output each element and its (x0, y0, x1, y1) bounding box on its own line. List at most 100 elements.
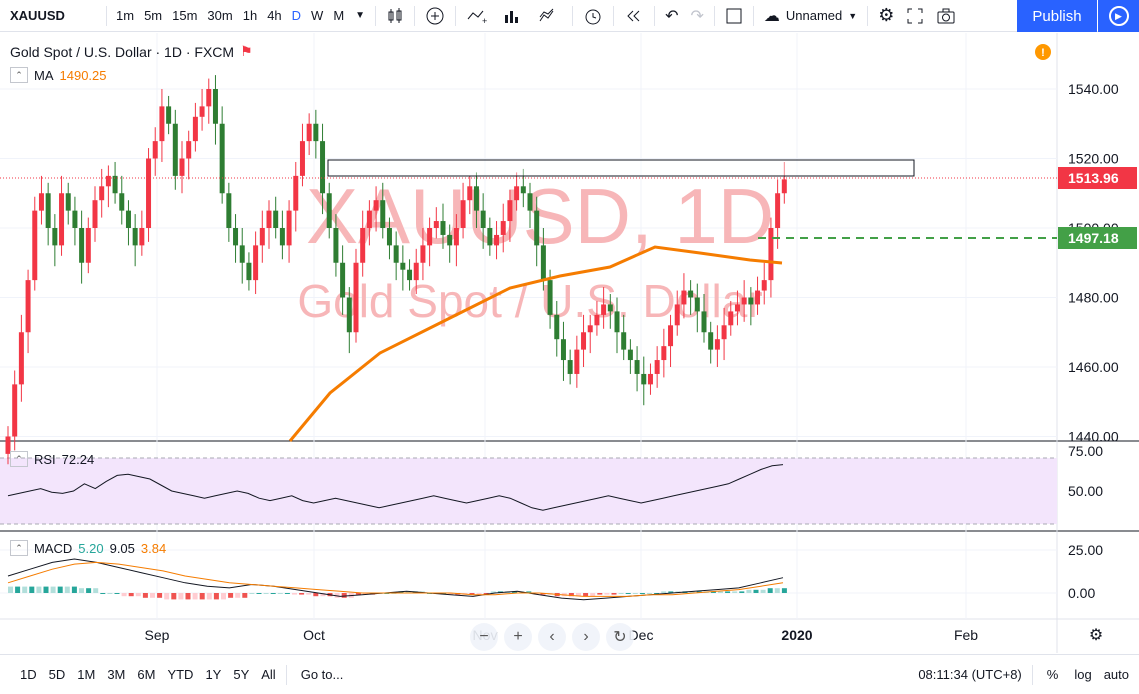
financials-icon[interactable] (496, 0, 532, 32)
candle-body (420, 245, 426, 263)
collapse-icon[interactable]: ⌃ (10, 67, 28, 83)
range-1d[interactable]: 1D (20, 667, 37, 682)
candle-body (540, 245, 546, 281)
collapse-icon[interactable]: ⌃ (10, 540, 28, 556)
candle-body (534, 210, 540, 246)
macd-histogram-bar (228, 593, 234, 598)
zoom-out-icon[interactable]: − (470, 623, 498, 651)
scroll-right-icon[interactable]: › (572, 623, 600, 651)
chart-area[interactable]: XAUUSD, 1D Gold Spot / U.S. Dollar 1540.… (0, 33, 1139, 653)
candle-body (634, 360, 640, 374)
range-1m[interactable]: 1M (77, 667, 96, 682)
candle-body (293, 175, 299, 211)
candle-body (587, 325, 593, 333)
range-5y[interactable]: 5Y (233, 667, 250, 682)
toolbar-divider (654, 5, 656, 26)
flag-icon[interactable]: ⚑ (240, 43, 253, 59)
interval-1h[interactable]: 1h (242, 8, 258, 23)
scroll-left-icon[interactable]: ‹ (538, 623, 566, 651)
interval-30m[interactable]: 30m (207, 8, 233, 23)
fullscreen-icon[interactable] (900, 0, 930, 32)
alert-clock-icon[interactable] (577, 0, 609, 32)
chart-navigation-controls: − + ‹ › ↻ (470, 623, 634, 651)
range-1y[interactable]: 1Y (205, 667, 222, 682)
macd-histogram-bar (107, 593, 113, 594)
candle-body (286, 210, 292, 246)
chart-title-legend[interactable]: Gold Spot / U.S. Dollar · 1D · FXCM ⚑ (10, 43, 253, 60)
range-ytd[interactable]: YTD (167, 667, 194, 682)
camera-icon[interactable] (930, 0, 962, 32)
compare-add-icon[interactable] (419, 0, 451, 32)
layout-menu-button[interactable]: ☁ Unnamed ▼ (758, 0, 863, 32)
candle-body (333, 228, 339, 263)
candle-body (594, 314, 600, 326)
settings-gear-icon[interactable]: ⚙ (878, 5, 895, 25)
publish-button[interactable]: Publish (1017, 0, 1097, 32)
candle-body (253, 245, 259, 281)
redo-icon[interactable]: ↷ (690, 7, 704, 25)
interval-5m[interactable]: 5m (144, 8, 163, 23)
candle-body (5, 436, 11, 454)
undo-icon[interactable]: ↶ (665, 7, 679, 25)
goto-button[interactable]: Go to... (300, 667, 344, 682)
alert-icon[interactable] (1035, 44, 1051, 60)
interval-4h[interactable]: 4h (267, 8, 282, 23)
collapse-icon[interactable]: ⌃ (10, 451, 28, 467)
chart-canvas[interactable]: XAUUSD, 1D Gold Spot / U.S. Dollar 1540.… (0, 33, 1139, 653)
macd-histogram-bar (710, 591, 716, 593)
horizontal-line-price-tag: 1497.18 (1058, 227, 1137, 249)
symbol-search-button[interactable]: XAUUSD (10, 8, 65, 23)
log-toggle[interactable]: log (1074, 667, 1092, 682)
publish-options-button[interactable]: ▶ (1098, 0, 1139, 32)
candle-body (721, 325, 727, 340)
interval-w[interactable]: W (311, 8, 324, 23)
time-axis[interactable]: SepOctNovDec2020Feb (145, 627, 979, 643)
candle-body (688, 290, 694, 298)
range-all[interactable]: All (261, 667, 276, 682)
candle-body (581, 332, 587, 350)
clock[interactable]: 08:11:34 (UTC+8) (918, 667, 1022, 682)
chevron-down-icon[interactable]: ▼ (355, 10, 366, 21)
interval-d[interactable]: D (291, 8, 302, 23)
macd-histogram-bar (242, 593, 248, 598)
candle-body (92, 200, 98, 228)
fullscreen-toggle-icon[interactable] (719, 0, 749, 32)
macd-histogram-bar (164, 593, 170, 600)
templates-icon[interactable] (532, 0, 568, 32)
candle-body (567, 360, 573, 374)
macd-legend[interactable]: ⌃ MACD 5.20 9.05 3.84 (10, 540, 166, 556)
gear-icon[interactable]: ⚙ (1089, 627, 1103, 644)
candle-body (775, 193, 781, 228)
indicators-icon[interactable]: + (460, 0, 496, 32)
macd-histogram-bar (405, 591, 411, 593)
candle-body (413, 262, 419, 281)
macd-histogram-bar (277, 593, 283, 594)
macd-histogram-bar (178, 593, 184, 600)
auto-toggle[interactable]: auto (1103, 667, 1129, 682)
rsi-legend-value: 72.24 (61, 451, 95, 467)
candles-icon[interactable] (380, 0, 410, 32)
interval-1m[interactable]: 1m (116, 8, 135, 23)
percent-toggle[interactable]: % (1046, 667, 1059, 682)
interval-15m[interactable]: 15m (172, 8, 198, 23)
macd-histogram-bar (150, 593, 155, 598)
macd-histogram-bar (284, 593, 290, 594)
rectangle-drawing[interactable] (327, 159, 915, 177)
macd-histogram-bar (363, 593, 368, 595)
reset-icon[interactable]: ↻ (606, 623, 634, 651)
price-axis[interactable]: 1540.001520.001500.001480.001460.001440.… (1068, 81, 1119, 601)
macd-histogram-bar (476, 593, 482, 595)
macd-histogram-bar (654, 593, 660, 594)
interval-m[interactable]: M (333, 8, 345, 23)
macd-histogram-bar (206, 593, 212, 600)
rsi-axis-label: 75.00 (1068, 443, 1103, 459)
range-6m[interactable]: 6M (137, 667, 156, 682)
candle-body (440, 221, 446, 235)
rsi-legend[interactable]: ⌃ RSI 72.24 (10, 451, 94, 467)
range-5d[interactable]: 5D (48, 667, 66, 682)
zoom-in-icon[interactable]: + (504, 623, 532, 651)
ma-legend[interactable]: ⌃ MA 1490.25 (10, 67, 107, 83)
replay-icon[interactable] (618, 0, 650, 32)
range-3m[interactable]: 3M (107, 667, 126, 682)
macd-histogram-bar (611, 593, 617, 595)
